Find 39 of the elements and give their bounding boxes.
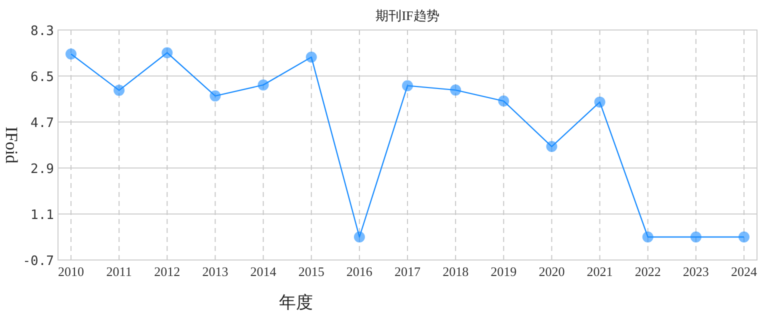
x-tick-label: 2013 bbox=[202, 264, 228, 279]
point bbox=[546, 141, 558, 152]
point bbox=[738, 232, 750, 242]
point bbox=[162, 47, 173, 58]
point bbox=[402, 80, 413, 92]
y-tick-label: 2.9 bbox=[30, 162, 54, 177]
x-tick-label: 2014 bbox=[250, 264, 277, 279]
x-tick-label: 2017 bbox=[394, 264, 421, 279]
y-tick-label: 6.5 bbox=[30, 70, 54, 85]
y-tick-label: 1.1 bbox=[30, 208, 54, 223]
point bbox=[306, 52, 317, 63]
y-axis-title: IFoid bbox=[2, 126, 21, 164]
chart-title: 期刊IF趋势 bbox=[376, 8, 440, 23]
point bbox=[210, 90, 221, 102]
x-tick-label: 2023 bbox=[682, 264, 709, 279]
y-tick-label: 8.3 bbox=[30, 24, 54, 39]
point bbox=[690, 232, 702, 242]
y-tick-label: 4.7 bbox=[30, 116, 54, 131]
point bbox=[642, 232, 654, 242]
point bbox=[258, 79, 269, 90]
x-tick-label: 2012 bbox=[154, 264, 180, 279]
x-tick-label: 2022 bbox=[634, 264, 661, 279]
x-tick-label: 2024 bbox=[731, 264, 758, 279]
x-tick-label: 2021 bbox=[586, 264, 613, 279]
point bbox=[66, 48, 76, 60]
x-tick-label: 2019 bbox=[490, 264, 517, 279]
y-tick-label: -0.7 bbox=[22, 254, 54, 269]
x-tick-label: 2011 bbox=[106, 264, 132, 279]
point bbox=[354, 232, 365, 242]
x-tick-label: 2020 bbox=[538, 264, 565, 279]
x-tick-label: 2018 bbox=[442, 264, 469, 279]
x-tick-label: 2015 bbox=[298, 264, 324, 279]
x-axis-title: 年度 bbox=[279, 293, 313, 312]
x-tick-label: 2010 bbox=[58, 264, 84, 279]
point bbox=[594, 96, 606, 108]
point bbox=[498, 96, 510, 107]
point bbox=[450, 84, 462, 96]
x-tick-label: 2016 bbox=[346, 264, 373, 279]
point bbox=[114, 84, 125, 96]
